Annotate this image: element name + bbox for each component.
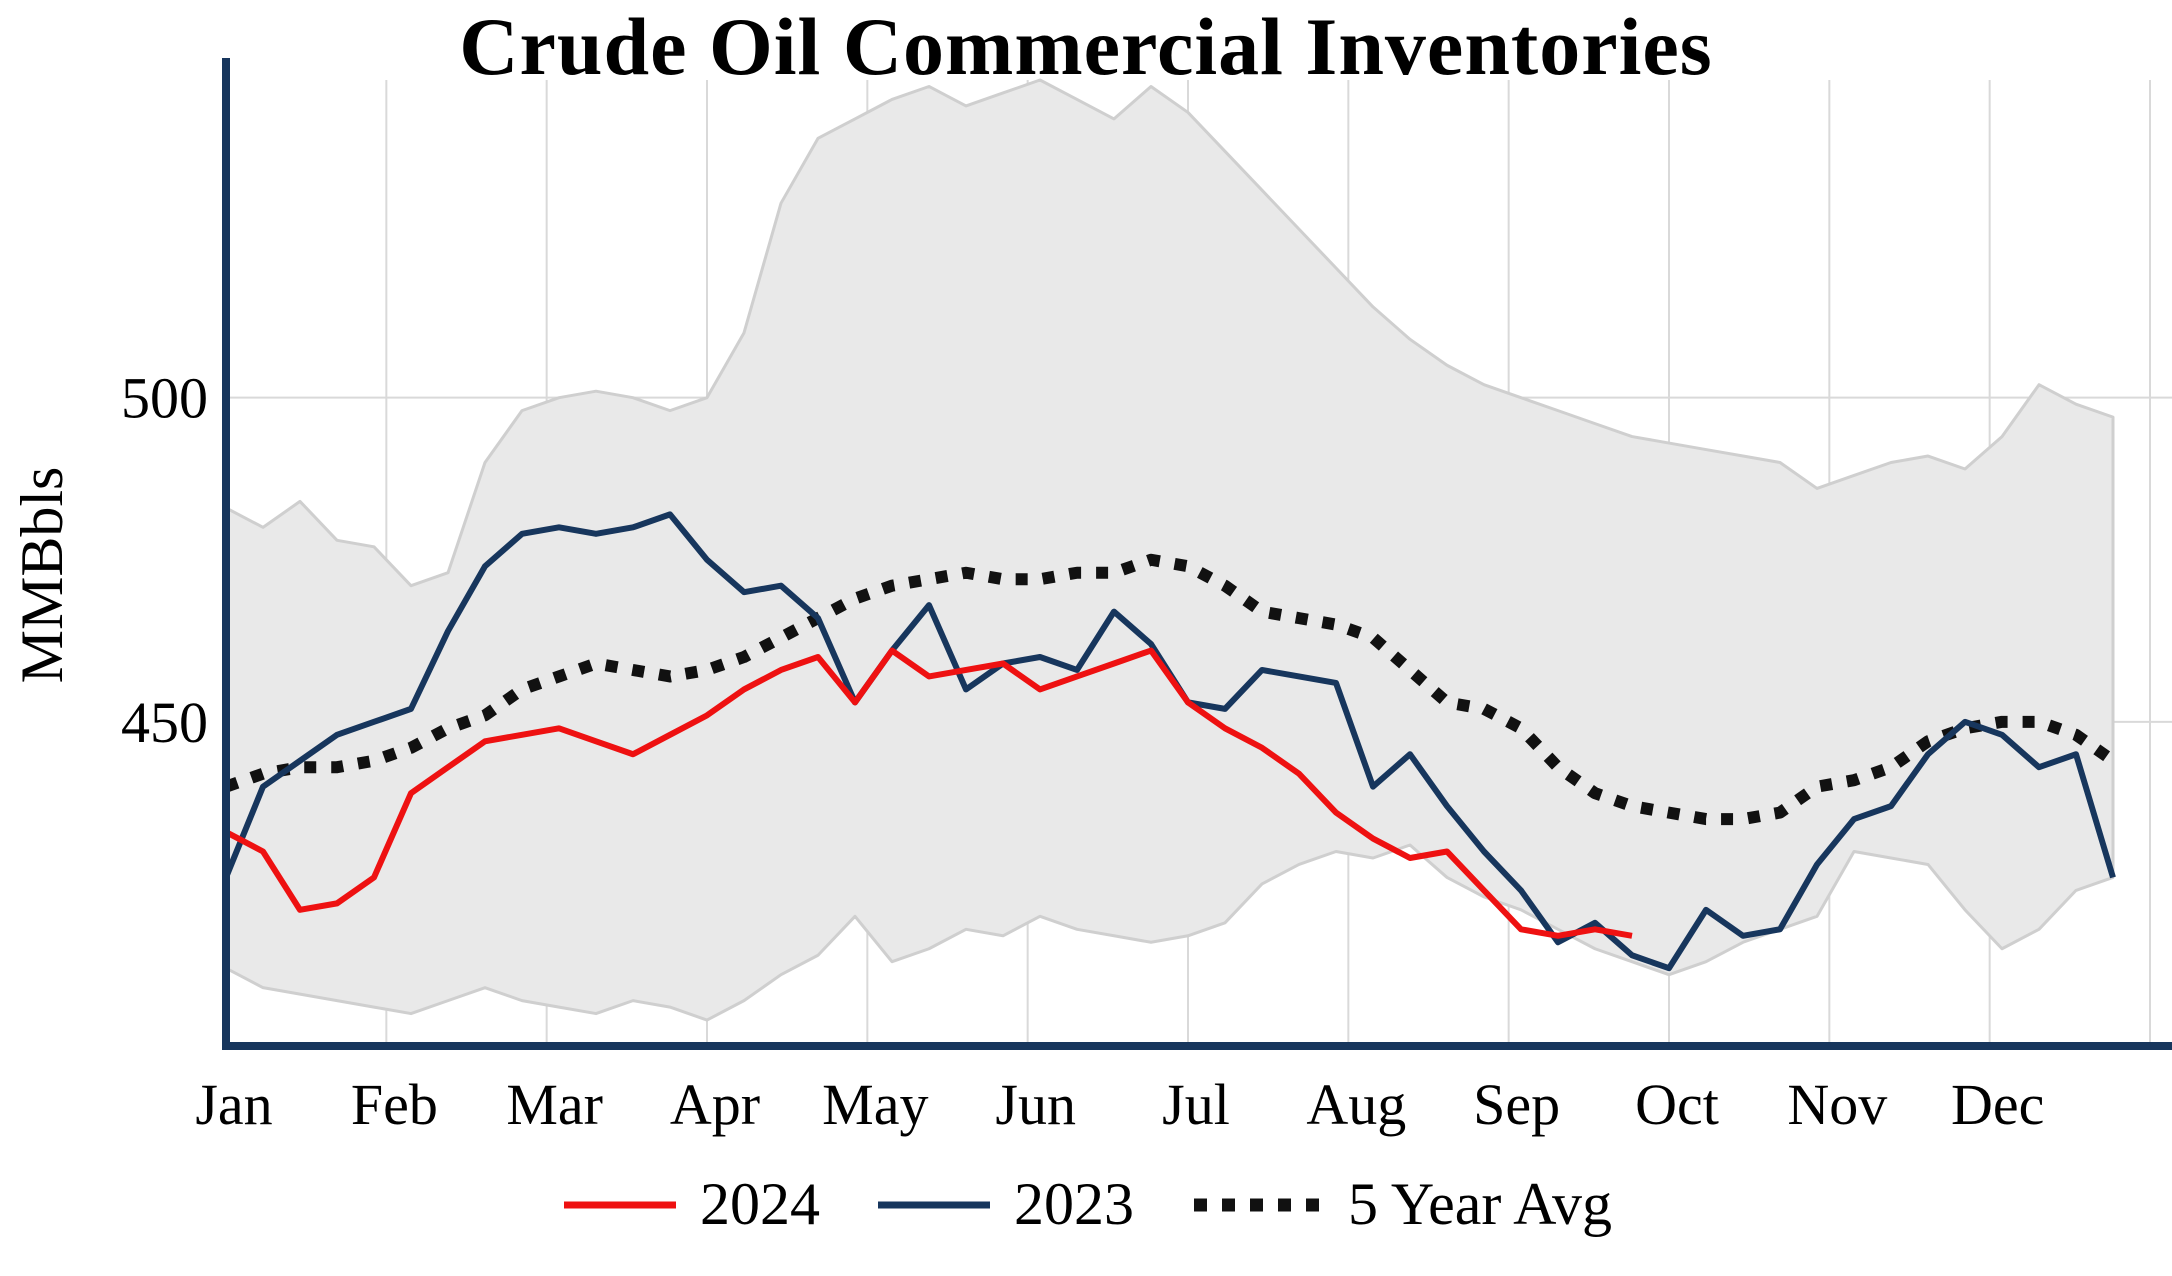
chart-legend: 2024 2023 5 Year Avg <box>0 1170 2172 1239</box>
data-series <box>223 511 2117 972</box>
y-tick-label-500: 500 <box>121 366 208 431</box>
x-tick-labels: Jan Feb Mar Apr May Jun Jul Aug Sep Oct Nov Dec <box>195 1072 2044 1137</box>
legend-item-2023: 2023 <box>874 1170 1134 1239</box>
x-tick-label-nov: Nov <box>1787 1072 1887 1137</box>
x-tick-label-dec: Dec <box>1951 1072 2044 1137</box>
legend-label-2023: 2023 <box>1014 1171 1135 1237</box>
chart-title: Crude Oil Commercial Inventories <box>459 1 1713 92</box>
series-line-2024 <box>224 647 1633 939</box>
x-tick-label-jan: Jan <box>195 1072 272 1137</box>
x-tick-label-may: May <box>822 1072 928 1137</box>
legend-line-2024-icon <box>564 1201 677 1208</box>
legend-line-2023-icon <box>878 1201 991 1208</box>
x-tick-label-jun: Jun <box>995 1072 1076 1137</box>
axes <box>222 58 2172 1050</box>
legend-item-2024: 2024 <box>560 1170 820 1239</box>
legend-label-2024: 2024 <box>700 1171 821 1237</box>
series-line-5-year-avg <box>224 553 2117 826</box>
legend-item-5yr-avg: 5 Year Avg <box>1188 1170 1612 1239</box>
x-tick-label-aug: Aug <box>1306 1072 1406 1137</box>
x-tick-label-mar: Mar <box>506 1072 603 1137</box>
y-tick-label-450: 450 <box>121 690 208 755</box>
y-tick-labels: 450 500 <box>121 366 208 755</box>
legend-label-5yr-avg: 5 Year Avg <box>1348 1171 1612 1237</box>
x-tick-label-apr: Apr <box>670 1072 760 1137</box>
y-axis-title: MMBbls <box>9 467 75 684</box>
x-tick-label-oct: Oct <box>1635 1072 1719 1137</box>
x-tick-label-feb: Feb <box>351 1072 438 1137</box>
x-tick-label-sep: Sep <box>1473 1072 1560 1137</box>
x-tick-label-jul: Jul <box>1162 1072 1230 1137</box>
legend-dotted-line-icon <box>1194 1198 1325 1211</box>
